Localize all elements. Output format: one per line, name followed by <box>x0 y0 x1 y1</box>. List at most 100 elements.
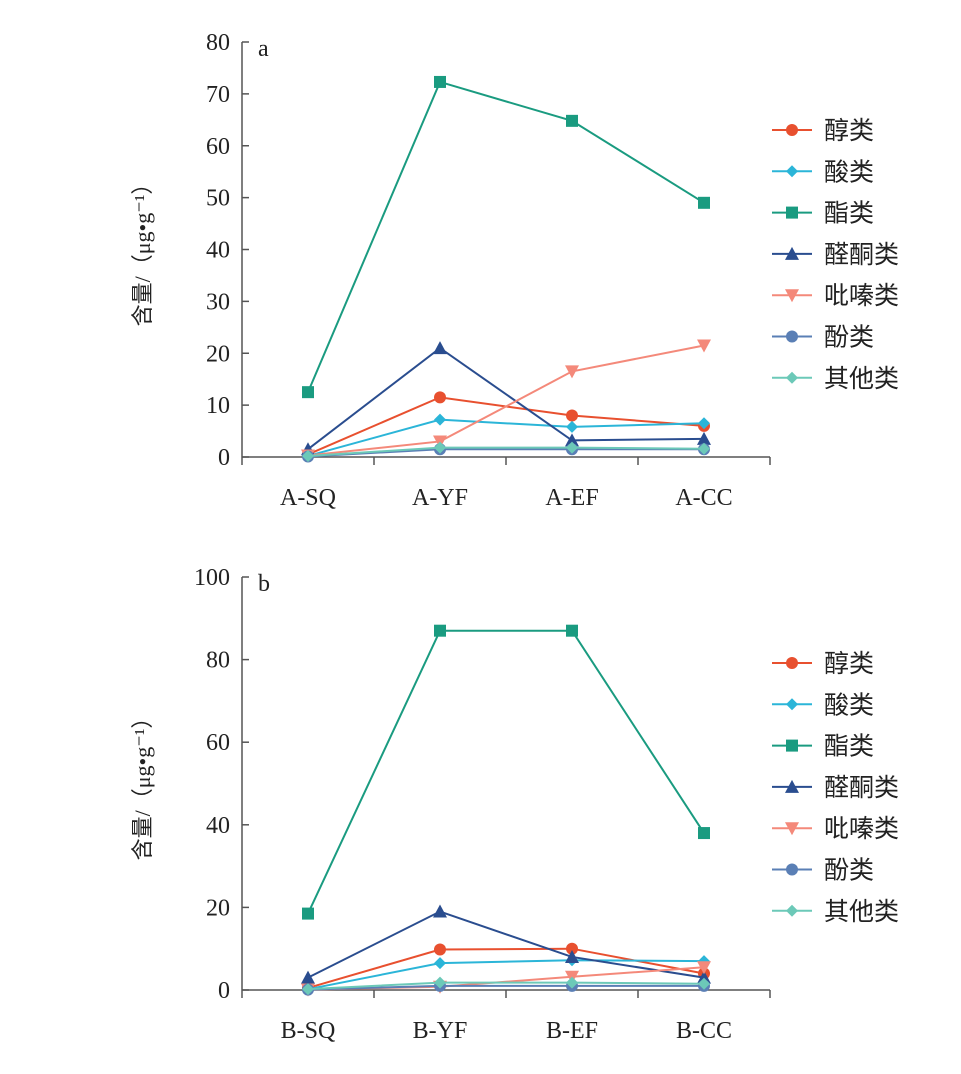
legend-marker <box>786 698 798 711</box>
data-point <box>566 976 578 989</box>
data-point <box>566 420 578 433</box>
y-axis-label: 含量/（μg•g⁻¹） <box>130 707 155 861</box>
panel-label: a <box>258 36 269 62</box>
legend-marker <box>786 739 798 752</box>
legend-label: 其他类 <box>824 898 899 926</box>
x-tick-label: A-EF <box>545 485 598 511</box>
data-point <box>302 983 314 996</box>
data-point <box>698 827 710 840</box>
data-point <box>565 949 579 963</box>
data-point <box>697 961 711 975</box>
data-point <box>302 386 314 399</box>
y-tick-label: 80 <box>206 30 230 56</box>
series-line <box>307 446 705 457</box>
data-point <box>566 114 578 127</box>
x-tick-label: A-SQ <box>280 485 336 511</box>
data-point <box>698 442 710 455</box>
data-point <box>301 970 315 984</box>
legend-label: 醇类 <box>824 117 874 145</box>
x-tick-label: B-SQ <box>281 1018 336 1044</box>
legend-marker <box>786 863 798 876</box>
data-point <box>434 943 446 956</box>
y-tick-label: 60 <box>206 730 230 756</box>
chart-panel-a: 0 10 20 30 40 50 60 70 80 A-SQ A-YF A-EF A-CC a 含量/（μg… <box>130 30 899 511</box>
x-tick-label: A-YF <box>412 485 468 511</box>
data-point <box>698 196 710 209</box>
legend-label: 吡嗪类 <box>824 815 899 843</box>
series-2 <box>302 624 710 920</box>
series-line <box>307 910 705 979</box>
data-point <box>434 957 446 970</box>
legend-marker <box>786 657 798 669</box>
legend-marker <box>785 246 799 260</box>
data-point <box>566 624 578 637</box>
y-axis-label: 含量/（μg•g⁻¹） <box>130 173 155 327</box>
data-point <box>434 624 446 637</box>
series-6 <box>302 976 710 996</box>
data-point <box>698 977 710 990</box>
data-point <box>697 339 711 353</box>
data-point <box>434 391 446 404</box>
y-tick-label: 0 <box>218 445 230 471</box>
legend-label: 酸类 <box>824 691 874 719</box>
x-tick-label: B-EF <box>546 1018 598 1044</box>
legend-label: 酚类 <box>824 857 874 885</box>
legend-label: 醇类 <box>824 650 874 678</box>
legend-marker <box>786 165 798 178</box>
y-tick-label: 80 <box>206 648 230 674</box>
legend-marker <box>786 330 798 343</box>
y-tick-label: 30 <box>206 289 230 315</box>
legend-marker <box>786 904 798 917</box>
y-tick-label: 60 <box>206 134 230 160</box>
data-point <box>433 904 447 918</box>
data-point <box>566 441 578 454</box>
y-tick-label: 40 <box>206 813 230 839</box>
legend-marker <box>786 371 798 384</box>
series-line <box>307 629 705 915</box>
y-tick-label: 20 <box>206 341 230 367</box>
data-point <box>566 409 578 422</box>
data-point <box>434 413 446 426</box>
data-point <box>565 365 579 379</box>
data-point <box>302 449 314 462</box>
y-tick-label: 0 <box>218 978 230 1004</box>
data-point <box>566 942 578 955</box>
legend-marker <box>785 289 799 303</box>
series-3 <box>301 904 711 984</box>
series-4 <box>301 339 711 463</box>
x-tick-label: B-CC <box>676 1018 732 1044</box>
legend-label: 酯类 <box>824 733 874 761</box>
series-3 <box>301 341 711 456</box>
data-point <box>434 441 446 454</box>
y-tick-label: 70 <box>206 82 230 108</box>
legend-label: 醛酮类 <box>824 774 899 802</box>
x-tick-label: B-YF <box>413 1018 468 1044</box>
series-line <box>307 448 704 458</box>
series-2 <box>302 75 710 399</box>
data-point <box>698 417 710 430</box>
legend-label: 醛酮类 <box>824 241 899 269</box>
legend-marker <box>786 206 798 219</box>
series-line <box>307 984 704 991</box>
legend-label: 酚类 <box>824 324 874 352</box>
series-line <box>307 418 705 457</box>
series-line <box>307 344 705 457</box>
data-point <box>697 431 711 445</box>
series-line <box>307 346 705 451</box>
legend-label: 酸类 <box>824 158 874 186</box>
y-tick-label: 20 <box>206 895 230 921</box>
data-point <box>433 341 447 355</box>
chart-panel-b: 0 20 40 60 80 100 B-SQ B-YF B-EF B-CC b 含量/（μg•g⁻¹）… <box>130 565 899 1044</box>
y-tick-label: 10 <box>206 393 230 419</box>
data-point <box>302 907 314 920</box>
x-tick-label: A-CC <box>675 485 732 511</box>
legend-label: 酯类 <box>824 200 874 228</box>
legend-label: 吡嗪类 <box>824 282 899 310</box>
series-line <box>307 981 705 991</box>
data-point <box>697 970 711 984</box>
data-point <box>434 976 446 989</box>
legend-label: 其他类 <box>824 365 899 393</box>
y-tick-label: 50 <box>206 186 230 212</box>
